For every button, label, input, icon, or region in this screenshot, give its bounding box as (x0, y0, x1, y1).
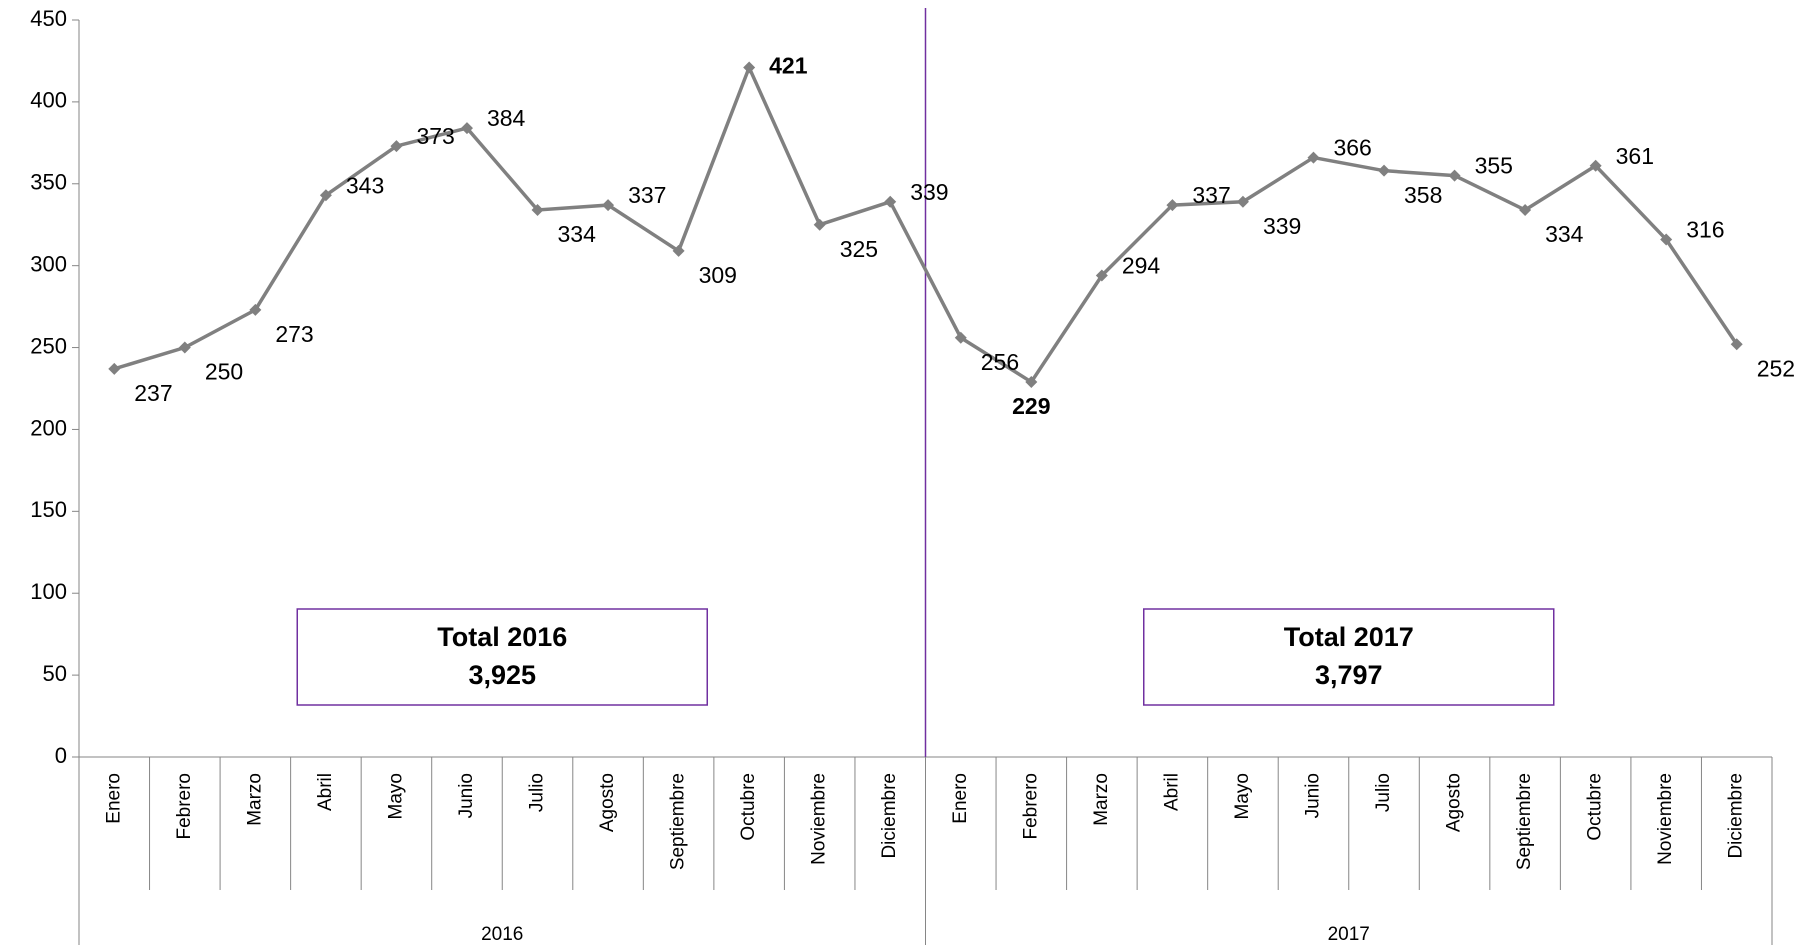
total-box (296, 608, 708, 706)
marker (1307, 151, 1320, 164)
marker (1025, 375, 1038, 388)
marker (1378, 164, 1391, 177)
data-label: 373 (416, 123, 454, 149)
x-tick-label: Abril (315, 773, 336, 811)
data-label: 339 (1263, 213, 1301, 239)
data-label: 337 (1192, 182, 1230, 208)
marker (1589, 159, 1602, 172)
marker (884, 195, 897, 208)
y-tick-label: 250 (30, 333, 67, 358)
y-tick-label: 300 (30, 251, 67, 276)
group-label: 2016 (481, 924, 523, 945)
x-tick-label: Diciembre (879, 773, 900, 859)
marker (672, 244, 685, 257)
data-label: 250 (205, 359, 243, 385)
data-label: 337 (628, 182, 666, 208)
x-tick-label: Octubre (738, 773, 759, 841)
x-tick-label: Septiembre (668, 773, 689, 870)
data-label: 361 (1616, 143, 1654, 169)
x-tick-label: Junio (1302, 773, 1323, 818)
y-tick-label: 50 (43, 661, 67, 686)
x-tick-label: Abril (1161, 773, 1182, 811)
data-label: 343 (346, 172, 384, 198)
x-tick-label: Mayo (385, 773, 406, 819)
data-label: 421 (769, 53, 808, 79)
y-tick-label: 200 (30, 415, 67, 440)
marker (1660, 233, 1673, 246)
marker (1519, 203, 1532, 216)
total-title: Total 2016 (437, 622, 567, 652)
group-label: 2017 (1328, 924, 1370, 945)
data-label: 229 (1012, 393, 1050, 419)
data-label: 339 (910, 179, 948, 205)
data-label: 273 (275, 321, 313, 347)
data-label: 334 (1545, 221, 1584, 247)
x-tick-label: Febrero (174, 773, 195, 840)
x-tick-label: Agosto (597, 773, 618, 832)
marker (108, 362, 121, 375)
x-tick-label: Agosto (1444, 773, 1465, 832)
marker (249, 303, 262, 316)
data-label: 358 (1404, 182, 1442, 208)
x-tick-label: Enero (103, 773, 124, 824)
data-label: 309 (699, 262, 737, 288)
data-label: 366 (1333, 135, 1371, 161)
data-label: 256 (981, 349, 1019, 375)
x-tick-label: Noviembre (809, 773, 830, 865)
marker (1236, 195, 1249, 208)
data-label: 325 (840, 236, 878, 262)
data-label: 334 (558, 221, 597, 247)
data-label: 316 (1686, 217, 1724, 243)
data-label: 252 (1757, 355, 1795, 381)
data-label: 237 (134, 380, 172, 406)
x-tick-label: Junio (456, 773, 477, 818)
marker (178, 341, 191, 354)
marker (1730, 338, 1743, 351)
x-tick-label: Febrero (1020, 773, 1041, 840)
y-tick-label: 150 (30, 497, 67, 522)
marker (460, 122, 473, 135)
total-value: 3,925 (468, 660, 536, 690)
total-box (1143, 608, 1555, 706)
line (113, 62, 1739, 385)
y-tick-label: 450 (30, 6, 67, 31)
y-tick-label: 400 (30, 88, 67, 113)
x-tick-label: Octubre (1585, 773, 1606, 841)
total-title: Total 2017 (1284, 622, 1414, 652)
marker (1095, 269, 1108, 282)
data-label: 294 (1122, 253, 1161, 279)
total-value: 3,797 (1315, 660, 1383, 690)
x-tick-label: Julio (1373, 773, 1394, 812)
marker (743, 61, 756, 74)
x-tick-label: Mayo (1232, 773, 1253, 819)
x-tick-label: Marzo (1091, 773, 1112, 826)
x-tick-label: Julio (527, 773, 548, 812)
marker (531, 203, 544, 216)
y-tick-label: 100 (30, 579, 67, 604)
data-label: 355 (1475, 153, 1513, 179)
marker (602, 199, 615, 212)
marker (954, 331, 967, 344)
y-tick-label: 0 (55, 743, 67, 768)
x-tick-label: Septiembre (1514, 773, 1535, 870)
marker (1166, 199, 1179, 212)
x-tick-label: Noviembre (1655, 773, 1676, 865)
x-tick-label: Enero (950, 773, 971, 824)
y-tick-label: 350 (30, 170, 67, 195)
data-label: 384 (487, 105, 526, 131)
marker (1448, 169, 1461, 182)
marker (813, 218, 826, 231)
marker (390, 140, 403, 153)
x-tick-label: Marzo (244, 773, 265, 826)
marker (319, 189, 332, 202)
x-tick-label: Diciembre (1726, 773, 1747, 859)
